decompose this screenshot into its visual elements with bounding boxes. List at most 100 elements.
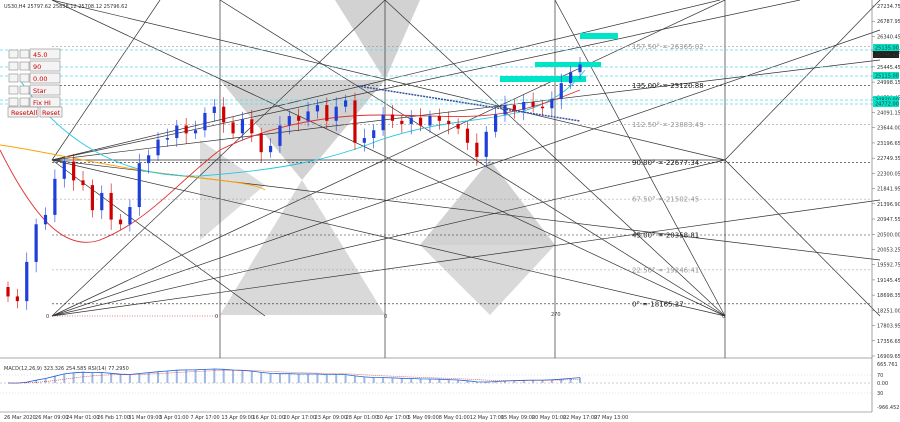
teal-zone — [500, 76, 586, 82]
macd-axis-tick: 665.761 — [877, 362, 898, 368]
macd-bar — [579, 377, 581, 383]
candle-body — [465, 128, 470, 143]
candle-body — [100, 192, 104, 211]
macd-bar — [438, 379, 441, 383]
macd-axis-tick: 30 — [877, 391, 883, 397]
candle-body — [128, 207, 132, 225]
macd-bar — [213, 369, 216, 383]
price-tick-label: 24091.15 — [877, 111, 900, 117]
macd-bar — [44, 378, 47, 383]
candle-body — [578, 64, 582, 73]
macd-axis-tick: -966.452 — [877, 405, 899, 411]
price-marker — [873, 51, 899, 58]
checkbox-icon[interactable] — [8, 97, 19, 107]
candle-body — [297, 116, 301, 121]
price-tick-label: 22749.35 — [877, 156, 900, 162]
vertical-marker-label: 0 — [384, 314, 387, 320]
checkbox-icon[interactable] — [8, 73, 19, 83]
checkbox-icon[interactable] — [8, 61, 19, 71]
candle-body — [381, 114, 385, 131]
panel-row-4[interactable]: Star — [8, 84, 61, 96]
panel-row-3[interactable]: 0.00 — [8, 72, 61, 84]
price-marker — [873, 96, 899, 103]
candle-body — [559, 83, 563, 99]
checkbox-icon[interactable] — [8, 49, 19, 59]
triangle-shape — [420, 160, 555, 245]
reset-all-frame[interactable] — [7, 106, 39, 118]
gann-fan-line — [51, 159, 266, 317]
macd-bar — [475, 381, 478, 383]
price-tick-label: 17356.65 — [877, 339, 900, 345]
gann-fan — [51, 0, 881, 358]
value-field[interactable] — [29, 48, 61, 60]
reset-frame[interactable] — [39, 106, 63, 118]
candle-body — [34, 224, 38, 262]
macd-bar — [569, 378, 572, 383]
slash-icon[interactable] — [19, 97, 30, 107]
price-tick-label: 25445.45 — [877, 65, 900, 71]
value-field[interactable] — [29, 84, 61, 96]
triangle-shape — [420, 245, 555, 315]
slash-icon[interactable] — [19, 61, 30, 71]
trend-line — [357, 85, 581, 122]
gann-fan-line — [51, 0, 801, 161]
time-tick-label: 26 Mar 2020 — [4, 415, 36, 421]
gann-fan-line — [51, 0, 726, 317]
macd-bar — [457, 380, 460, 383]
gann-fan-line — [219, 0, 726, 317]
price-tick-label: 26340.45 — [877, 34, 900, 40]
macd-bar — [157, 371, 160, 383]
value-text: Fix HI — [33, 99, 51, 107]
time-tick-label: 13 Apr 09:00 — [221, 415, 254, 421]
macd-line — [7, 368, 581, 384]
value-field[interactable] — [29, 72, 61, 84]
price-marker-label: 25135.00 — [875, 46, 899, 52]
value-field[interactable] — [29, 60, 61, 72]
time-tick-label: 20 May 01:00 — [532, 415, 566, 421]
price-tick-label: 20947.55 — [877, 217, 900, 223]
ma-red — [0, 89, 581, 243]
reset-button[interactable]: Reset — [39, 106, 63, 118]
candle-body — [325, 105, 329, 121]
candle-body — [90, 185, 94, 211]
slash-icon[interactable] — [19, 85, 30, 95]
panel-row-1[interactable]: 45.0 — [8, 48, 61, 60]
price-tick-label: 19145.45 — [877, 278, 900, 284]
macd-bar — [447, 379, 450, 383]
macd-bar — [278, 373, 281, 383]
reset-all-button[interactable]: ResetAll — [7, 106, 39, 118]
candle-body — [447, 120, 451, 124]
macd-bar — [241, 370, 244, 383]
candle-body — [278, 125, 282, 146]
candle-body — [362, 138, 366, 143]
candle-body — [475, 142, 479, 157]
time-tick-label: 8 May 01:00 — [439, 415, 470, 421]
price-tick-label: 27234.75 — [877, 4, 900, 10]
macd-bar — [185, 369, 188, 383]
price-series — [6, 56, 582, 310]
macd-bar — [494, 381, 497, 383]
teal-zones — [500, 33, 618, 82]
time-tick-label: 27 May 13:00 — [594, 415, 628, 421]
slash-icon[interactable] — [19, 73, 30, 83]
time-tick-label: 20 Apr 17:00 — [283, 415, 316, 421]
price-tick-label: 18698.35 — [877, 293, 900, 299]
panel-row-2[interactable]: 90 — [8, 60, 61, 72]
price-marker-label: 24772.00 — [875, 102, 899, 108]
macd-bar — [63, 373, 66, 383]
candle-body — [212, 106, 216, 113]
candle-body — [287, 116, 291, 126]
slash-icon[interactable] — [19, 49, 30, 59]
panel-row-5[interactable]: Fix HI — [8, 96, 61, 108]
candle-body — [315, 105, 320, 112]
macd-bar — [466, 380, 469, 383]
candle-body — [6, 287, 10, 297]
macd-bar — [53, 376, 56, 383]
candle-body — [437, 116, 441, 121]
gann-level-label: 112.50° = 23883.49 — [632, 121, 704, 129]
time-tick-label: 3 Apr 01:00 — [159, 415, 188, 421]
macd-bar — [110, 373, 113, 383]
macd-axis-tick: 0.00 — [877, 381, 888, 387]
checkbox-icon[interactable] — [8, 85, 19, 95]
